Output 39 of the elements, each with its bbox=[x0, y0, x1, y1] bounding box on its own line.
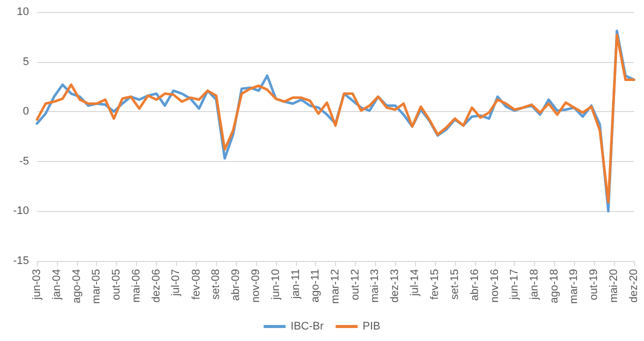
x-tick-label: jul-07 bbox=[170, 269, 182, 297]
x-tick-label: jun-10 bbox=[270, 269, 282, 301]
y-tick-label: 10 bbox=[16, 6, 29, 18]
x-tick-label: ago-04 bbox=[70, 269, 83, 304]
x-tick-label: mai-20 bbox=[608, 269, 620, 303]
x-tick-label: mar-12 bbox=[329, 269, 342, 304]
x-tick-label: set-15 bbox=[448, 269, 461, 300]
x-tick-label: dez-13 bbox=[389, 269, 402, 303]
legend-label: IBC-Br bbox=[290, 320, 324, 332]
legend-label: PIB bbox=[362, 320, 380, 332]
x-tick-label: mar-05 bbox=[90, 269, 103, 304]
y-tick-label: -15 bbox=[13, 255, 29, 267]
x-tick-label: dez-20 bbox=[628, 269, 640, 303]
x-tick-label: jan-11 bbox=[290, 269, 302, 300]
x-tick-label: jun-03 bbox=[31, 269, 43, 301]
x-tick-label: nov-09 bbox=[250, 269, 262, 303]
y-tick-label: 0 bbox=[22, 106, 29, 118]
x-tick-label: out-19 bbox=[588, 269, 600, 300]
x-tick-label: ago-11 bbox=[310, 269, 322, 302]
x-tick-label: abr-16 bbox=[468, 269, 481, 301]
x-tick-label: jan-04 bbox=[50, 269, 63, 301]
x-tick-label: ago-18 bbox=[548, 269, 560, 304]
x-tick-label: fev-08 bbox=[190, 269, 202, 300]
x-tick-label: out-12 bbox=[349, 269, 362, 300]
x-tick-label: set-08 bbox=[210, 269, 222, 300]
x-tick-label: jan-18 bbox=[528, 269, 541, 301]
x-tick-label: dez-06 bbox=[150, 269, 162, 303]
x-tick-label: out-05 bbox=[110, 269, 123, 300]
x-tick-label: fev-15 bbox=[429, 269, 442, 300]
x-tick-label: nov-16 bbox=[488, 269, 501, 303]
x-tick-label: mar-19 bbox=[568, 269, 580, 304]
x-tick-label: jun-17 bbox=[508, 269, 521, 301]
y-tick-label: -5 bbox=[19, 155, 29, 168]
x-tick-label: mai-13 bbox=[369, 269, 382, 303]
x-tick-label: mai-06 bbox=[130, 269, 142, 303]
y-tick-label: 5 bbox=[22, 56, 29, 68]
y-tick-label: -10 bbox=[13, 205, 29, 218]
x-tick-label: abr-09 bbox=[230, 269, 242, 301]
x-tick-label: jul-14 bbox=[409, 269, 422, 297]
